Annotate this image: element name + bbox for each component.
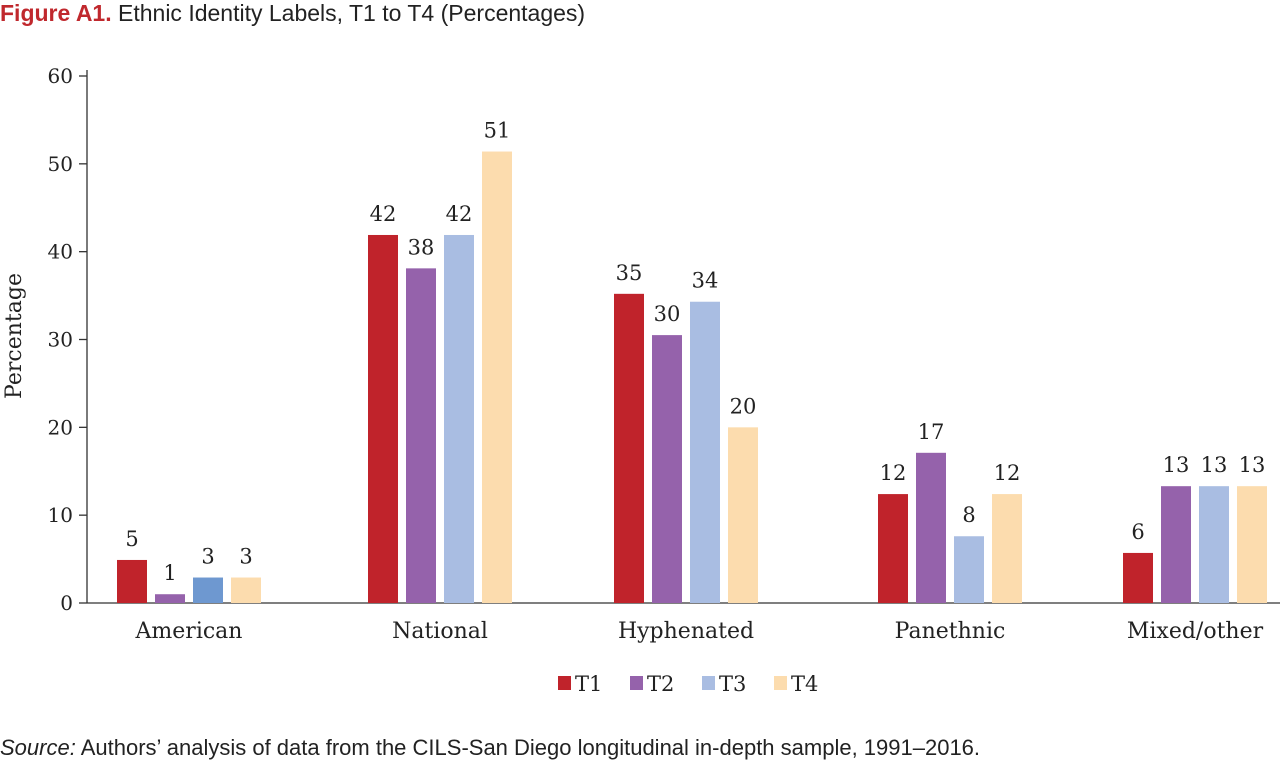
bar-hyphenated-t3 bbox=[690, 301, 720, 603]
value-label: 3 bbox=[239, 545, 252, 569]
figure-title-text: Ethnic Identity Labels, T1 to T4 (Percen… bbox=[118, 0, 586, 26]
value-label: 34 bbox=[692, 269, 719, 293]
bar-national-t2 bbox=[406, 268, 436, 603]
legend-swatch-t4 bbox=[774, 676, 787, 690]
bar-american-t3 bbox=[193, 577, 223, 603]
bar-panethnic-t3 bbox=[954, 536, 984, 603]
y-tick-label: 40 bbox=[48, 240, 73, 264]
legend-swatch-t2 bbox=[630, 676, 643, 690]
value-label: 6 bbox=[1131, 520, 1144, 544]
bar-mixed-other-t1 bbox=[1123, 552, 1153, 603]
bar-panethnic-t1 bbox=[878, 494, 908, 603]
legend-label-t4: T4 bbox=[791, 672, 818, 696]
y-axis-label: Percentage bbox=[2, 273, 27, 399]
bar-national-t3 bbox=[444, 234, 474, 603]
y-tick-label: 30 bbox=[48, 328, 73, 352]
bar-hyphenated-t2 bbox=[652, 335, 682, 603]
category-label: Hyphenated bbox=[618, 619, 754, 644]
bar-hyphenated-t4 bbox=[728, 427, 758, 603]
value-label: 12 bbox=[880, 461, 907, 485]
bar-mixed-other-t3 bbox=[1199, 486, 1229, 603]
value-label: 51 bbox=[484, 119, 511, 143]
bar-national-t4 bbox=[482, 151, 512, 603]
legend: T1 T2 T3 T4 bbox=[558, 672, 818, 696]
bar-panethnic-t2 bbox=[916, 452, 946, 603]
figure-title: Figure A1. Ethnic Identity Labels, T1 to… bbox=[0, 0, 585, 28]
value-label: 1 bbox=[163, 561, 176, 585]
bar-american-t4 bbox=[231, 577, 261, 603]
bar-american-t1 bbox=[117, 559, 147, 603]
y-tick-label: 10 bbox=[48, 503, 73, 527]
category-label: National bbox=[392, 619, 488, 644]
legend-label-t1: T1 bbox=[575, 672, 602, 696]
value-label: 30 bbox=[654, 302, 681, 326]
value-label: 38 bbox=[408, 235, 435, 259]
bars bbox=[117, 151, 1267, 603]
bar-national-t1 bbox=[368, 234, 398, 603]
value-label: 3 bbox=[201, 545, 214, 569]
value-label: 8 bbox=[962, 503, 975, 527]
bar-hyphenated-t1 bbox=[614, 293, 644, 603]
y-axis: 0 10 20 30 40 50 60 bbox=[48, 64, 88, 615]
value-label: 13 bbox=[1201, 453, 1228, 477]
value-label: 5 bbox=[125, 527, 138, 551]
source-text: Authors’ analysis of data from the CILS-… bbox=[80, 735, 981, 760]
legend-swatch-t1 bbox=[558, 676, 571, 690]
legend-swatch-t3 bbox=[702, 676, 715, 690]
value-label: 42 bbox=[370, 202, 397, 226]
value-label: 20 bbox=[730, 394, 757, 418]
value-label: 13 bbox=[1239, 453, 1266, 477]
value-label: 12 bbox=[994, 461, 1021, 485]
source-note: Source: Authors’ analysis of data from t… bbox=[0, 733, 980, 763]
bar-mixed-other-t2 bbox=[1161, 486, 1191, 603]
y-tick-label: 20 bbox=[48, 415, 73, 439]
y-tick-label: 0 bbox=[60, 591, 73, 615]
value-label: 35 bbox=[616, 261, 643, 285]
x-axis: American National Hyphenated Panethnic Mixed… bbox=[87, 602, 1280, 644]
y-tick-label: 60 bbox=[48, 64, 73, 88]
legend-label-t2: T2 bbox=[647, 672, 674, 696]
category-label: Panethnic bbox=[895, 619, 1006, 644]
y-tick-label: 50 bbox=[48, 152, 73, 176]
category-label: Mixed/other bbox=[1127, 619, 1264, 644]
value-label: 13 bbox=[1163, 453, 1190, 477]
bar-mixed-other-t4 bbox=[1237, 486, 1267, 603]
category-label: American bbox=[135, 619, 243, 644]
bar-panethnic-t4 bbox=[992, 494, 1022, 603]
figure-label: Figure A1. bbox=[0, 0, 112, 26]
legend-label-t3: T3 bbox=[719, 672, 746, 696]
value-label: 42 bbox=[446, 202, 473, 226]
value-label: 17 bbox=[918, 420, 945, 444]
source-label: Source: bbox=[0, 735, 76, 760]
bar-american-t2 bbox=[155, 594, 185, 603]
